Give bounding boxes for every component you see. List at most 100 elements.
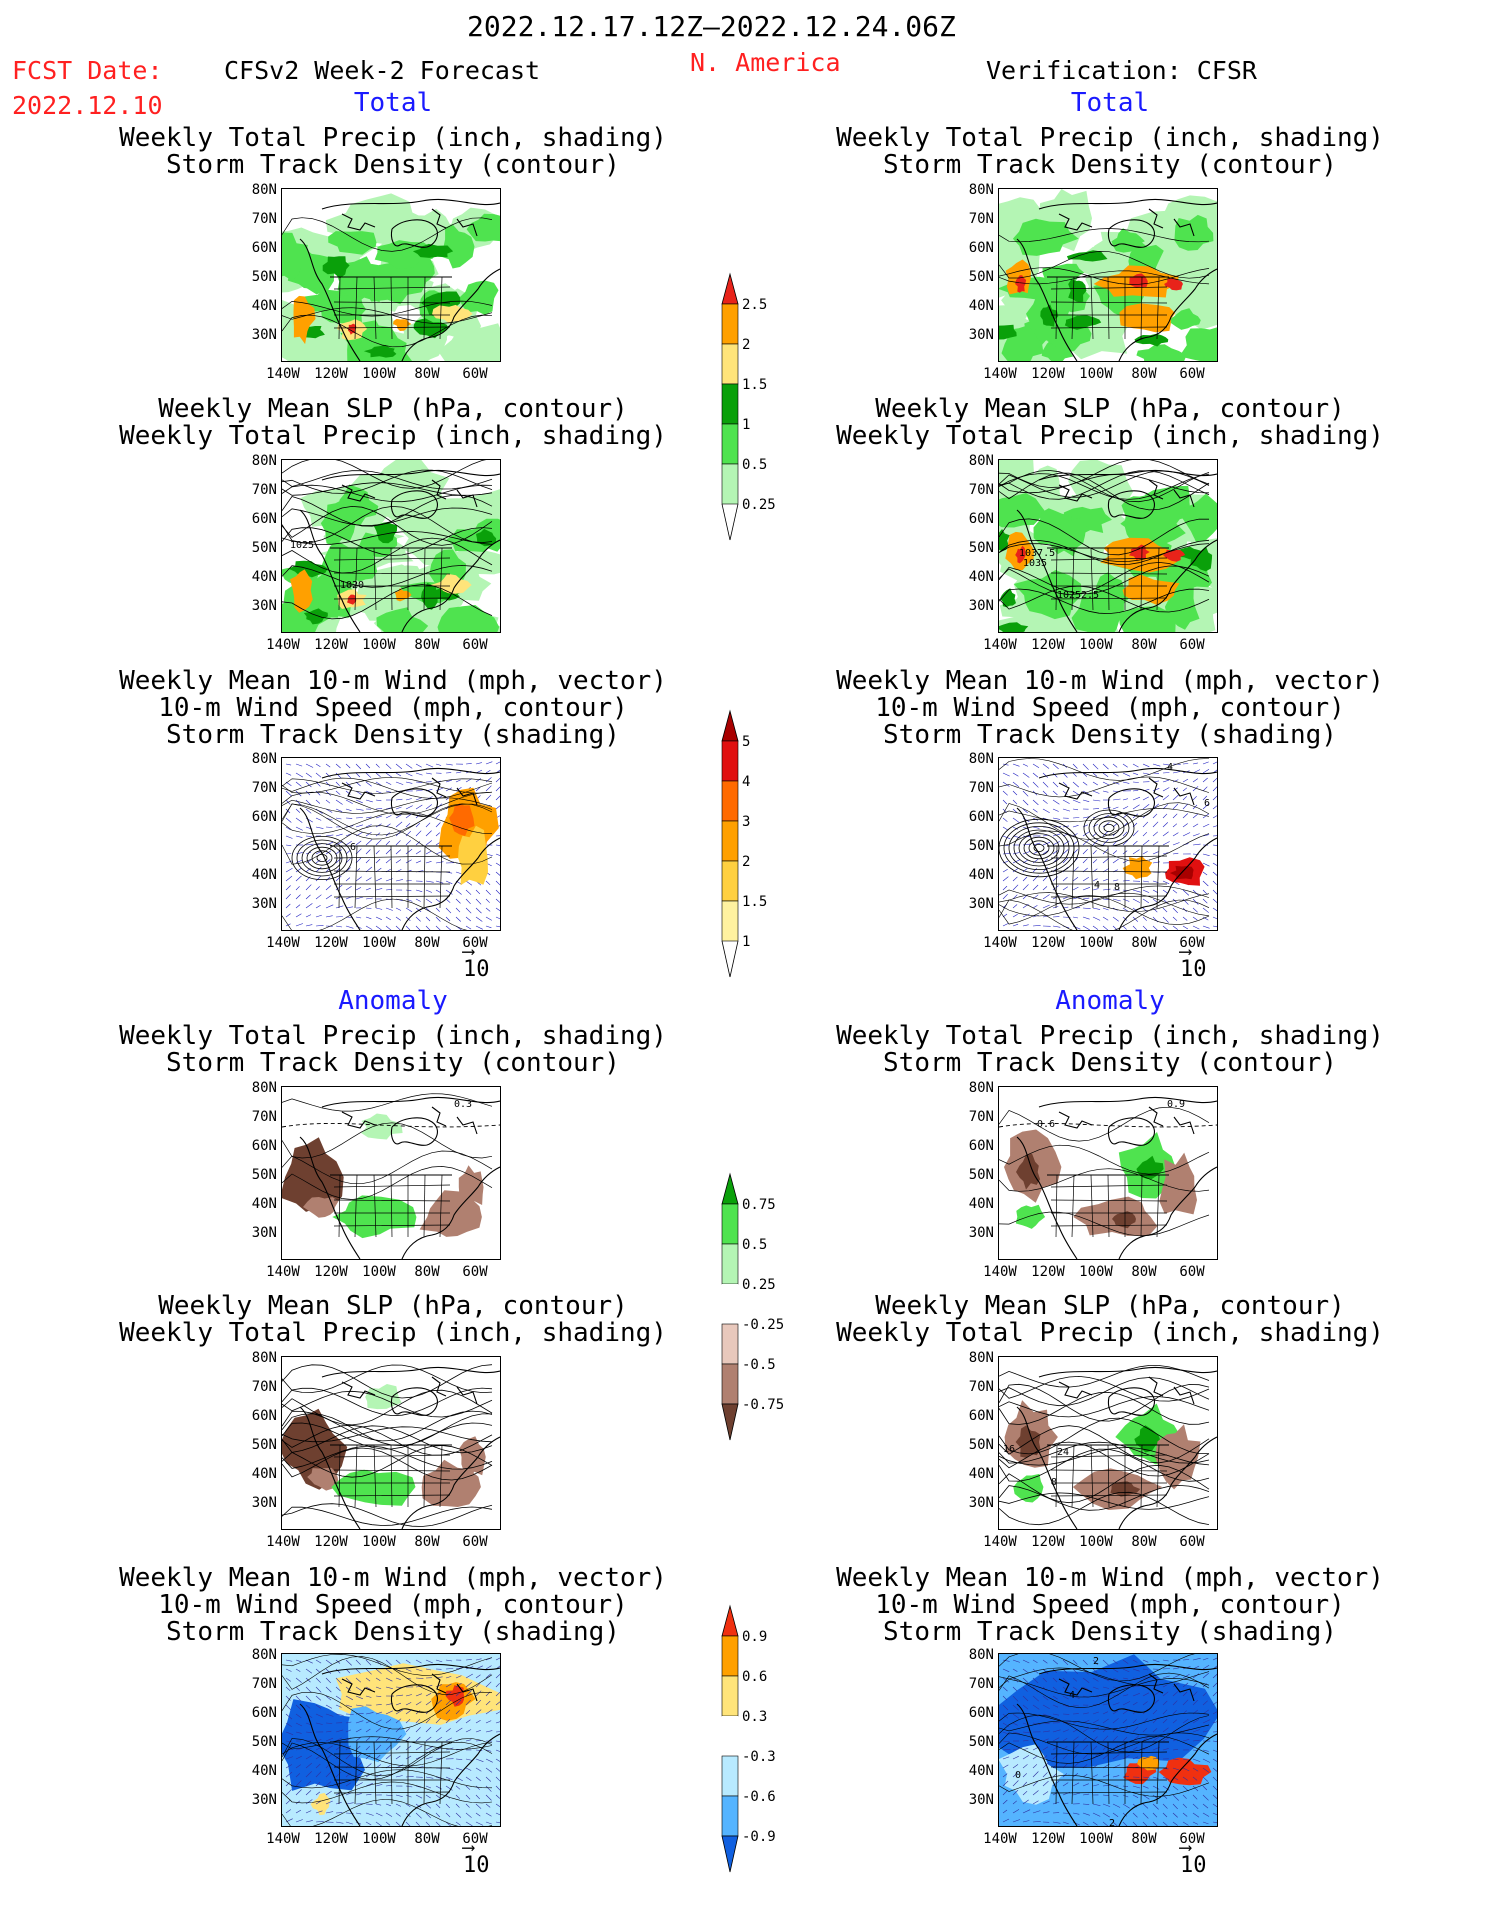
colorbar-label: 0.5: [742, 1237, 767, 1253]
wind-anom-label-2: 4: [1069, 1690, 1075, 1701]
lat-label: 30N: [251, 896, 277, 912]
lat-label: 80N: [251, 1647, 277, 1663]
slp-label-1025: 1025: [1057, 590, 1081, 601]
panel-title-line: 10-m Wind Speed (mph, contour): [875, 693, 1345, 723]
lat-label: 50N: [968, 1167, 994, 1183]
lon-label: 60W: [1179, 1831, 1205, 1847]
lat-label: 50N: [251, 838, 277, 854]
wind-label-2: 6: [1204, 798, 1210, 809]
map-canvas: 0.3: [282, 1093, 500, 1259]
panel-title-line: Weekly Mean SLP (hPa, contour): [158, 1291, 628, 1321]
lon-label: 60W: [1179, 935, 1205, 951]
verification-title: Verification: CFSR: [986, 56, 1257, 85]
panel-title-line: Storm Track Density (contour): [883, 1048, 1337, 1078]
panel-title-precip_storm-fcst: Weekly Total Precip (inch, shading) Storm…: [119, 1023, 667, 1077]
panel-title-line: Weekly Mean 10-m Wind (mph, vector): [836, 1563, 1384, 1593]
lat-label: 30N: [968, 1792, 994, 1808]
lon-label: 140W: [983, 1534, 1017, 1550]
lon-label: 140W: [266, 366, 300, 382]
lon-label: 80W: [414, 935, 440, 951]
colorbar-label: -0.5: [742, 1357, 776, 1373]
colorbar-label: 3: [742, 814, 750, 830]
lon-label: 100W: [1079, 935, 1113, 951]
lon-label: 100W: [1079, 1264, 1113, 1280]
section-total-fcst: Total: [353, 88, 433, 118]
lon-label: 60W: [462, 1264, 488, 1280]
wind-anom-label-3: 0: [1015, 1770, 1021, 1781]
colorbar-label: -0.75: [742, 1397, 784, 1413]
forecast-title: CFSv2 Week-2 Forecast: [224, 56, 541, 85]
map-canvas: 4 6 4 8: [999, 758, 1217, 930]
lat-label: 50N: [968, 1734, 994, 1750]
lat-label: 40N: [251, 569, 277, 585]
fcst-date-value: 2022.12.10: [12, 91, 163, 120]
wind-anom-label-4: 2: [1109, 1818, 1115, 1826]
lat-label: 30N: [251, 1792, 277, 1808]
lon-label: 140W: [266, 1831, 300, 1847]
lat-label: 40N: [251, 1466, 277, 1482]
wind-label-4: 8: [1114, 882, 1120, 893]
lat-label: 60N: [251, 240, 277, 256]
lat-label: 60N: [968, 240, 994, 256]
lat-label: 80N: [968, 182, 994, 198]
lat-label: 70N: [251, 211, 277, 227]
lat-label: 80N: [251, 1080, 277, 1096]
lat-label: 40N: [251, 867, 277, 883]
panel-title-line: Weekly Mean 10-m Wind (mph, vector): [119, 1563, 667, 1593]
lon-label: 100W: [1079, 637, 1113, 653]
map-canvas: 0.6 0.9: [999, 1096, 1217, 1259]
slp-anom-label-8: 8: [1051, 1477, 1057, 1488]
panel-title-line: Weekly Total Precip (inch, shading): [119, 1318, 667, 1348]
panel-title-line: Weekly Total Precip (inch, shading): [119, 1021, 667, 1051]
panel-title-line: 10-m Wind Speed (mph, contour): [875, 1590, 1345, 1620]
lat-label: 40N: [968, 298, 994, 314]
storm-anom-label: 0.3: [454, 1099, 472, 1110]
colorbar-label: 0.3: [742, 1709, 767, 1725]
lon-label: 140W: [983, 366, 1017, 382]
colorbar-label: 5: [742, 734, 750, 750]
lon-label: 100W: [1079, 366, 1113, 382]
fcst-date-label: FCST Date:: [12, 56, 163, 85]
colorbar-label: 1: [742, 934, 750, 950]
map-canvas: [282, 189, 500, 361]
lat-label: 70N: [968, 1676, 994, 1692]
lat-label: 70N: [968, 211, 994, 227]
lat-label: 70N: [968, 1109, 994, 1125]
vector-reference-value: 10: [1180, 957, 1207, 982]
panel-title-line: Weekly Total Precip (inch, shading): [836, 421, 1384, 451]
lat-label: 80N: [968, 1647, 994, 1663]
lon-label: 120W: [314, 935, 348, 951]
map-canvas: [999, 189, 1217, 361]
slp-label-1025: 1025: [290, 540, 314, 551]
lon-label: 60W: [1179, 1264, 1205, 1280]
slp-label-2-5: 2.5: [1081, 590, 1099, 601]
wind-anom-label-1: 2: [1093, 1656, 1099, 1667]
lon-label: 120W: [1031, 1264, 1065, 1280]
panel-title-wind_storm-cfsr: Weekly Mean 10-m Wind (mph, vector) 10-m …: [836, 668, 1384, 749]
panel-title-line: Storm Track Density (shading): [883, 720, 1337, 750]
colorbar-precip-total: 2.5 2 1.5 1 0.5 0.25: [721, 272, 776, 541]
vector-reference-value: 10: [463, 957, 490, 982]
lon-label: 80W: [414, 1264, 440, 1280]
map-canvas: [282, 1654, 500, 1826]
panel-title-line: Weekly Total Precip (inch, shading): [836, 1318, 1384, 1348]
panel-title-slp_precip-fcst: Weekly Mean SLP (hPa, contour) Weekly Tot…: [119, 396, 667, 450]
lon-label: 120W: [1031, 1534, 1065, 1550]
storm-anom-label-1: 0.6: [1037, 1119, 1055, 1130]
lat-label: 50N: [968, 269, 994, 285]
panel-title-line: Weekly Mean SLP (hPa, contour): [875, 1291, 1345, 1321]
lon-label: 80W: [1131, 1264, 1157, 1280]
lon-label: 80W: [414, 366, 440, 382]
panel-title-line: Storm Track Density (shading): [166, 1617, 620, 1647]
panel-title-wind_storm-fcst: Weekly Mean 10-m Wind (mph, vector) 10-m …: [119, 1565, 667, 1646]
lat-label: 50N: [968, 838, 994, 854]
lat-label: 30N: [251, 598, 277, 614]
lat-label: 40N: [251, 1196, 277, 1212]
lon-label: 120W: [1031, 637, 1065, 653]
lon-label: 140W: [983, 1831, 1017, 1847]
lat-label: 80N: [968, 1080, 994, 1096]
colorbar-label: 1: [742, 417, 750, 433]
colorbar-label: 4: [742, 774, 750, 790]
lat-label: 30N: [251, 1225, 277, 1241]
lon-label: 140W: [266, 637, 300, 653]
